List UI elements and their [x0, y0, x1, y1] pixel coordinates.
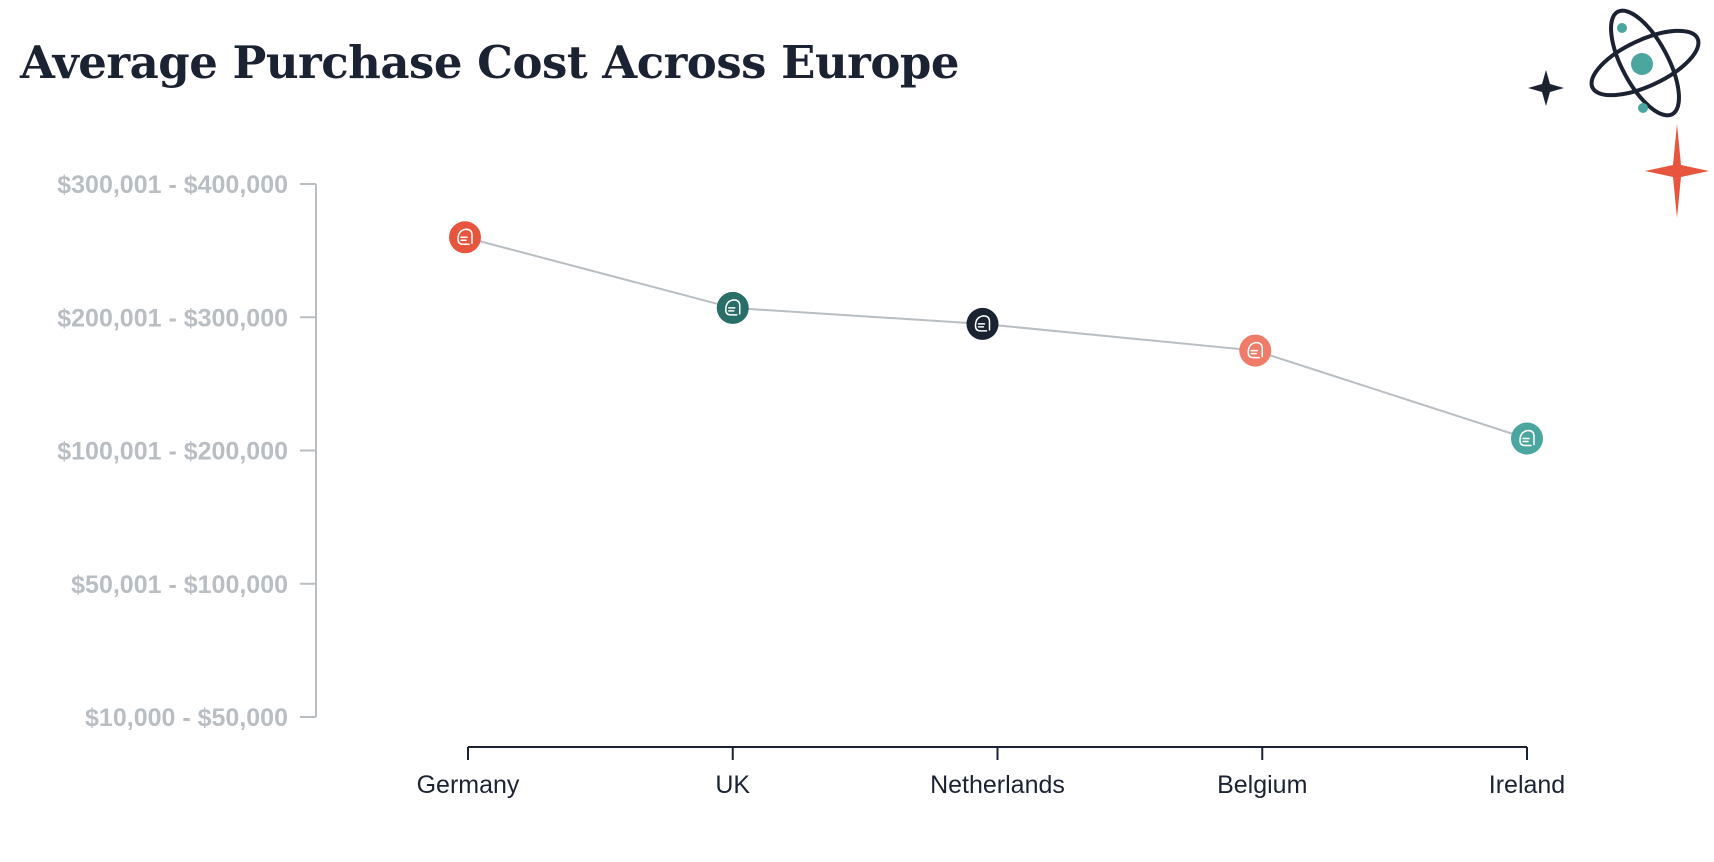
avatar-icon [1247, 341, 1263, 359]
x-tick-label: Germany [417, 771, 520, 799]
x-tick-label: Netherlands [930, 771, 1065, 799]
y-axis: $10,000 - $50,000 $50,001 - $100,000 $100,… [57, 171, 317, 732]
y-tick-label: $200,001 - $300,000 [57, 304, 288, 332]
series-line-group [449, 221, 1543, 455]
data-point-netherlands[interactable] [966, 307, 999, 340]
chart-title: Average Purchase Cost Across Europe [20, 36, 960, 89]
avatar-icon [974, 315, 991, 332]
data-point-belgium[interactable] [1239, 334, 1272, 367]
y-tick-label: $100,001 - $200,000 [57, 438, 288, 466]
avatar-icon [457, 228, 473, 246]
y-tick-label: $300,001 - $400,000 [57, 171, 288, 199]
avatar-icon [1519, 429, 1535, 447]
avatar-icon [725, 299, 741, 316]
x-tick-label: UK [715, 771, 750, 799]
x-tick-label: Ireland [1489, 771, 1565, 799]
y-tick-label: $50,001 - $100,000 [71, 571, 288, 599]
data-point-uk[interactable] [716, 291, 749, 324]
x-axis: Germany UK Netherlands Belgium Ireland [417, 746, 1565, 799]
data-point-ireland[interactable] [1511, 422, 1543, 455]
y-tick-label: $10,000 - $50,000 [85, 704, 288, 732]
series-line [464, 236, 1528, 440]
x-tick-label: Belgium [1217, 771, 1307, 799]
data-point-germany[interactable] [449, 221, 481, 254]
